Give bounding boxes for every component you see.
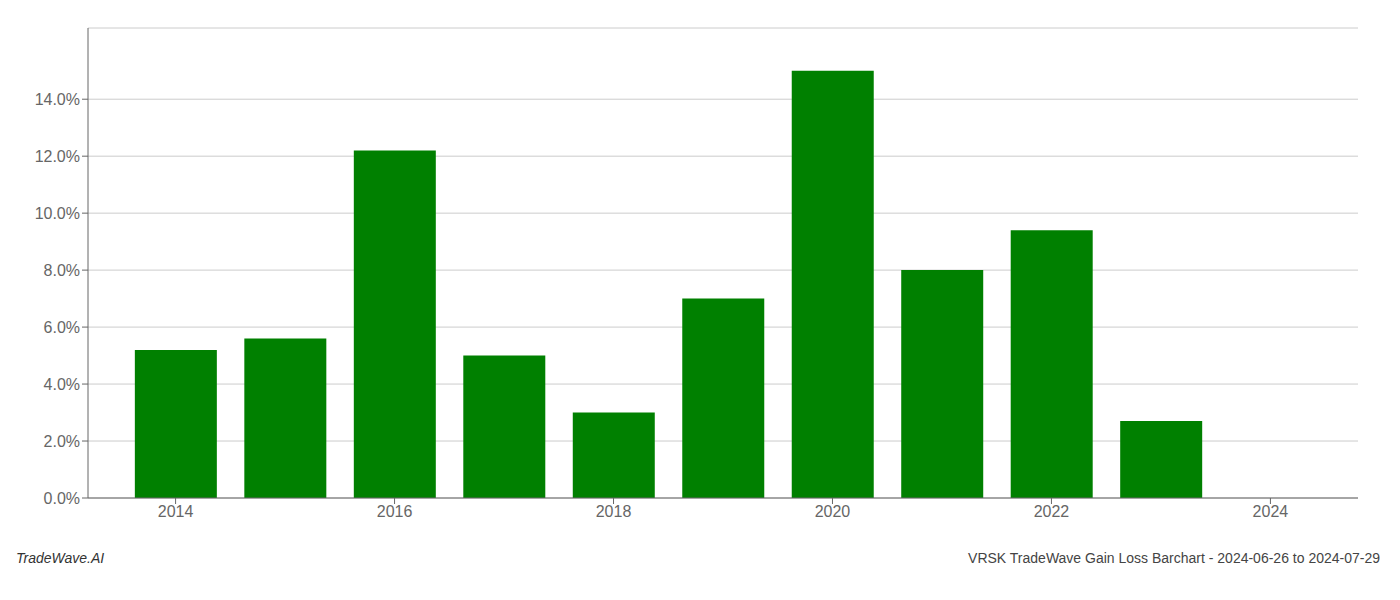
svg-text:2024: 2024 [1253, 503, 1289, 520]
svg-text:0.0%: 0.0% [44, 490, 80, 507]
svg-text:14.0%: 14.0% [35, 91, 80, 108]
svg-text:2022: 2022 [1034, 503, 1070, 520]
html-text:TradeWave.AI: TradeWave.AI [16, 550, 105, 566]
svg-text:12.0%: 12.0% [35, 148, 80, 165]
html-text:VRSK TradeWave Gain Loss Barch: VRSK TradeWave Gain Loss Barchart - 2024… [968, 550, 1380, 566]
svg-text:2020: 2020 [815, 503, 851, 520]
svg-text:2014: 2014 [158, 503, 194, 520]
svg-text:4.0%: 4.0% [44, 376, 80, 393]
svg-text:10.0%: 10.0% [35, 205, 80, 222]
svg-text:8.0%: 8.0% [44, 262, 80, 279]
svg-text:2.0%: 2.0% [44, 433, 80, 450]
svg-text:6.0%: 6.0% [44, 319, 80, 336]
svg-text:2016: 2016 [377, 503, 413, 520]
svg-text:2018: 2018 [596, 503, 632, 520]
